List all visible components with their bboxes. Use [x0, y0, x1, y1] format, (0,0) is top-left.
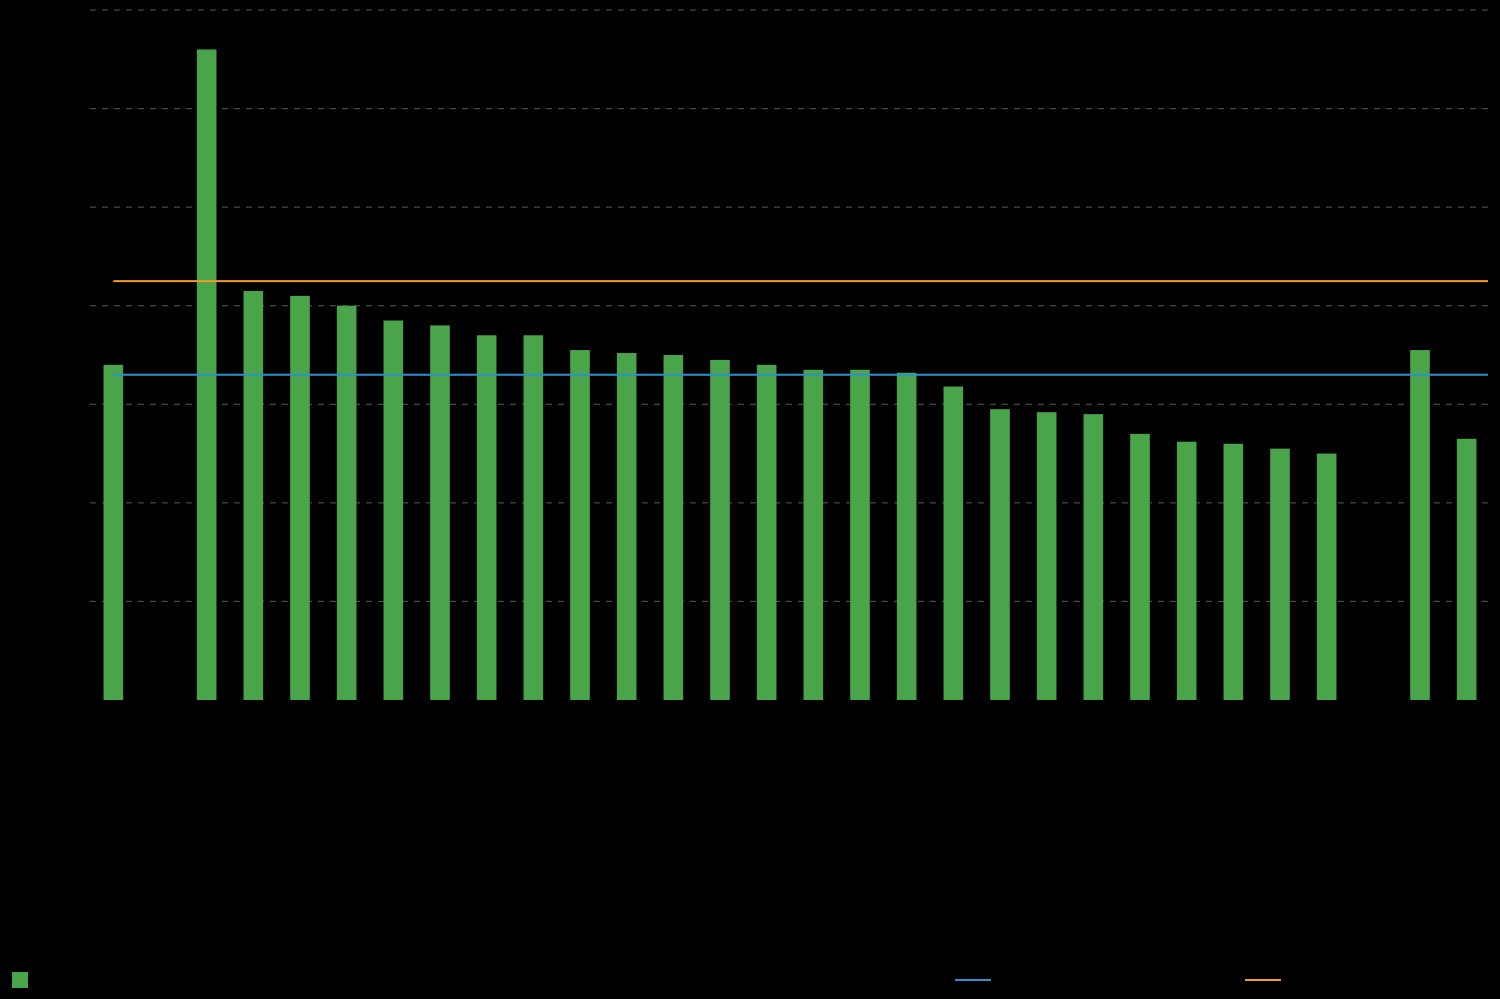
bar [897, 373, 917, 700]
bar [104, 365, 124, 700]
bar [1177, 442, 1197, 700]
bar [944, 387, 964, 700]
bar [757, 365, 777, 700]
bar [1130, 434, 1150, 700]
bar [850, 370, 870, 700]
bar [290, 296, 310, 700]
bar [477, 335, 497, 700]
bar [244, 291, 264, 700]
bar [570, 350, 590, 700]
bar [337, 306, 357, 700]
bar [430, 325, 450, 700]
bar [1037, 412, 1057, 700]
bar [1410, 350, 1430, 700]
bar [1084, 414, 1104, 700]
bar [804, 370, 824, 700]
bar-chart [0, 0, 1500, 999]
bar [384, 321, 404, 701]
bar [664, 355, 684, 700]
bar [524, 335, 544, 700]
bar [1317, 454, 1337, 700]
bar [1457, 439, 1477, 700]
bar [710, 360, 730, 700]
chart-svg [0, 0, 1500, 999]
bar [1270, 449, 1290, 700]
bar [617, 353, 637, 700]
bar [990, 409, 1010, 700]
legend-swatch [12, 972, 28, 988]
bar [1224, 444, 1244, 700]
